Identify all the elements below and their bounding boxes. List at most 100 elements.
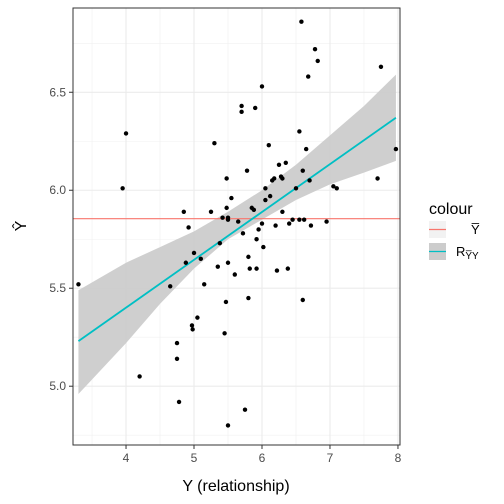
grid-major [73,8,400,445]
legend-label-fit-main: R [456,244,465,259]
data-point [378,64,384,69]
data-point [324,219,329,224]
data-point [236,219,241,224]
data-point [263,186,268,191]
data-point [174,356,180,361]
data-point [224,176,229,181]
data-point [297,217,302,222]
data-point [223,299,229,305]
plot-panel-border [72,7,401,446]
x-tick-label: 4 [123,451,130,465]
data-point [286,221,292,226]
data-point [297,129,302,134]
data-point [186,225,191,230]
fit-line-layer [77,117,397,342]
data-point [246,295,251,301]
data-point [290,217,295,222]
data-point [208,209,214,214]
legend: colour Y̅ RY̅Y [429,201,480,262]
data-point [217,240,223,246]
y-tick-label: 5.0 [49,379,66,393]
y-tick-label: 6.0 [49,183,66,197]
data-point [273,223,278,228]
data-point [315,58,320,64]
data-point [195,315,200,320]
data-point [220,215,225,220]
data-point [225,217,231,222]
data-point [246,254,251,260]
data-point [191,250,197,256]
data-point [253,105,258,111]
legend-label-fit: RY̅Y [456,244,479,262]
data-point [239,103,244,109]
data-point [300,168,305,173]
data-point [224,205,229,211]
legend-key-fit: RY̅Y [429,243,479,262]
data-point [334,186,339,191]
data-point [256,227,261,232]
data-point [267,193,273,199]
data-point [168,284,173,289]
data-point [308,223,314,228]
data-point [272,176,277,181]
data-point [242,407,248,412]
data-point [251,207,257,213]
legend-title: colour [429,201,473,218]
data-point [225,423,231,428]
y-axis-title: Ŷ [11,220,30,231]
data-point [240,231,246,236]
data-point [176,399,182,405]
data-point [212,141,217,146]
data-point [181,209,187,214]
data-point [283,160,288,166]
data-point [215,264,220,269]
data-point [375,176,380,181]
regression-line [77,117,397,342]
data-point [303,146,309,152]
x-axis-title: Y (relationship) [182,478,289,495]
data-point [254,266,259,271]
data-points [76,19,399,428]
data-point [76,282,81,287]
data-point [393,146,399,152]
data-point [123,131,129,136]
legend-label-mean: Y̅ [471,222,480,237]
data-point [259,221,265,226]
data-point [189,323,195,328]
data-point [120,186,125,191]
data-point [229,195,234,201]
data-point [137,374,142,379]
data-point [232,272,237,277]
data-point [190,327,195,332]
data-point [261,244,266,250]
data-point [285,266,291,271]
data-point [263,197,268,203]
data-point [293,186,299,191]
legend-label-fit-subscript: Y̅Y [465,250,479,262]
data-point [239,109,244,115]
data-point [174,340,180,346]
data-point [301,217,307,222]
data-point [254,237,259,242]
data-point [274,268,280,273]
data-point [300,297,305,303]
x-tick-label: 5 [191,451,198,465]
x-tick-label: 6 [259,451,266,465]
data-point [266,142,271,148]
data-point [276,162,282,167]
data-point [247,266,252,271]
data-point [312,46,318,52]
y-axis-ticks: 5.0 5.5 6.0 6.5 [49,85,73,393]
data-point [222,331,227,336]
data-point [198,256,204,262]
data-point [280,209,285,214]
data-point [244,168,250,173]
data-point [225,260,231,265]
data-point [331,184,336,189]
x-axis-ticks: 4 5 6 7 8 [123,445,402,465]
x-tick-label: 8 [395,451,402,465]
y-tick-label: 5.5 [49,281,66,295]
data-point [202,282,207,287]
data-point [183,260,189,265]
y-tick-label: 6.5 [49,85,66,99]
